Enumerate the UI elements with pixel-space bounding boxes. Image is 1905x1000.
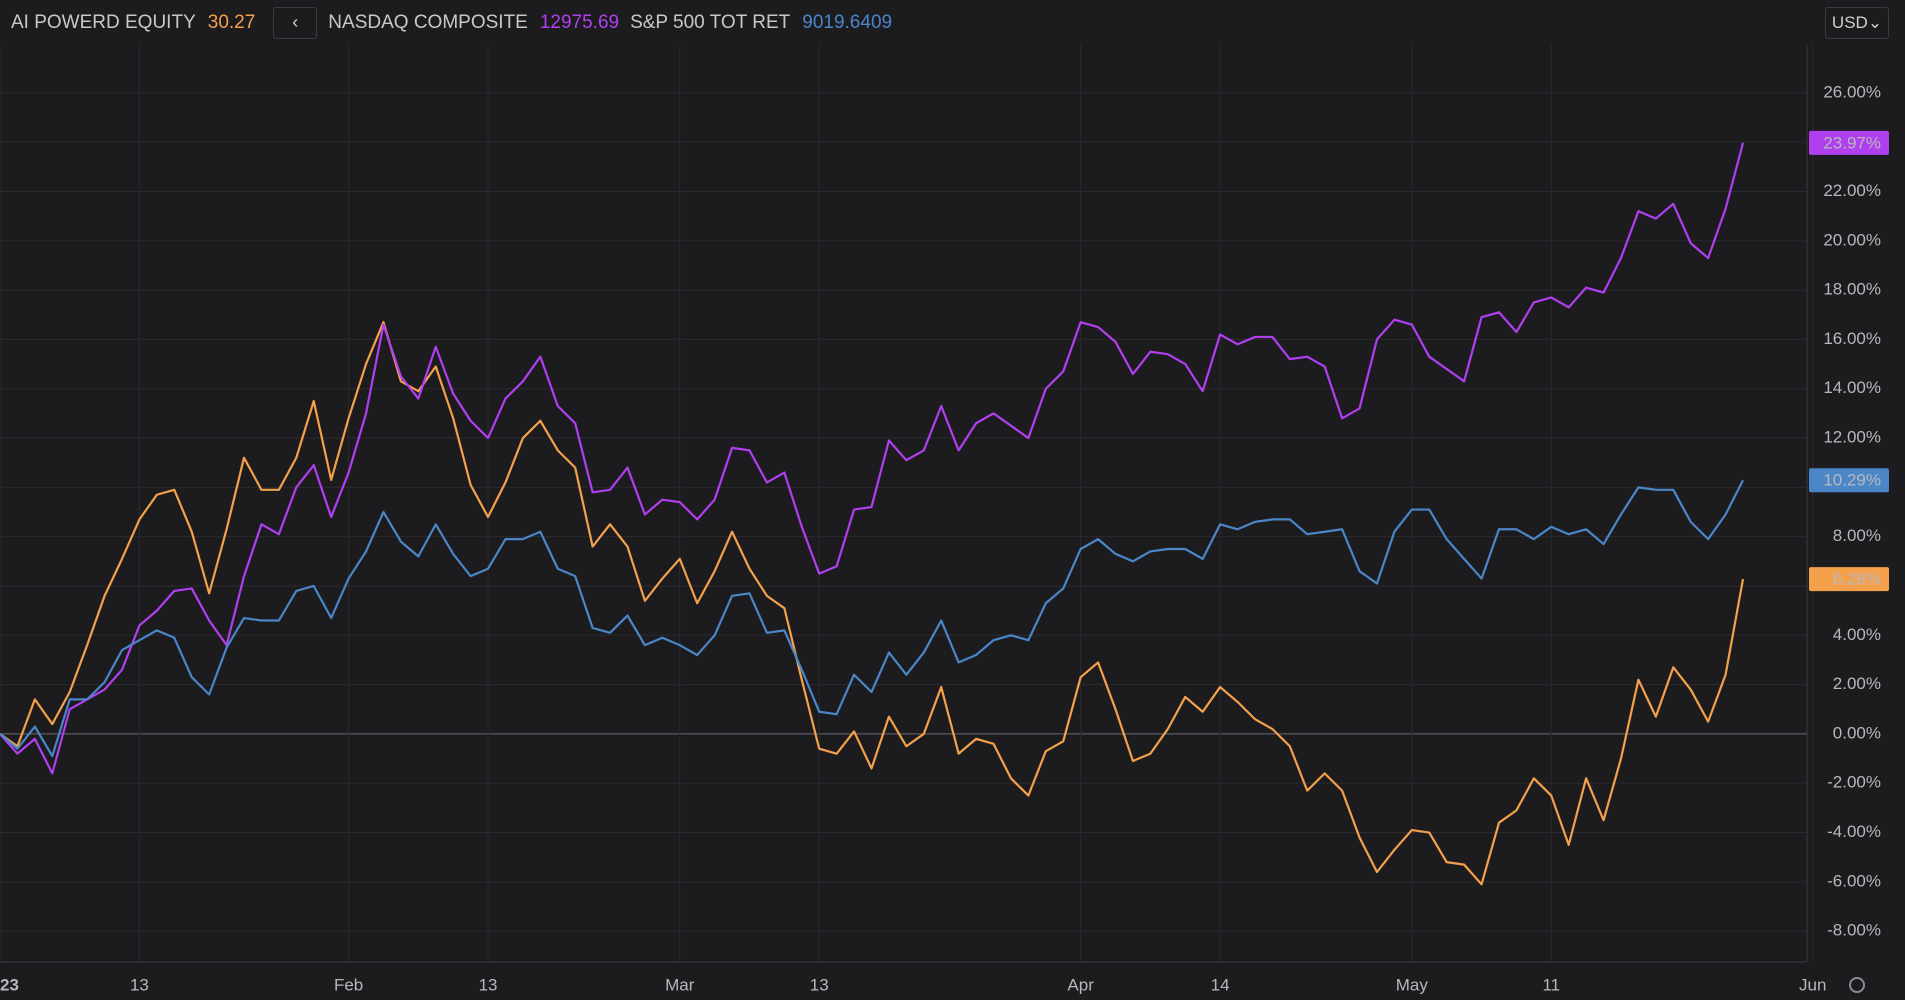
- x-tick-label: 13: [810, 975, 829, 994]
- y-tick-label: 12.00%: [1823, 428, 1881, 447]
- y-tick-label: -8.00%: [1827, 921, 1881, 940]
- last-value-label: 10.29%: [1823, 471, 1881, 490]
- y-tick-label: 2.00%: [1833, 674, 1881, 693]
- x-tick-label: 11: [1542, 975, 1560, 994]
- last-value-badge: [1809, 567, 1889, 592]
- y-tick-label: 18.00%: [1823, 280, 1881, 299]
- y-tick-label: -6.00%: [1827, 871, 1881, 890]
- last-value-label: 6.28%: [1833, 570, 1881, 589]
- last-value-badge: [1809, 468, 1889, 493]
- series-line: [0, 321, 1745, 886]
- back-button[interactable]: ‹: [273, 6, 318, 39]
- currency-label: USD: [1831, 13, 1868, 32]
- y-tick-label: 4.00%: [1833, 625, 1881, 644]
- y-tick-label: 16.00%: [1823, 329, 1881, 348]
- last-value-badge: [1809, 130, 1889, 155]
- x-tick-label: 13: [130, 975, 149, 994]
- x-tick-label: 14: [1211, 975, 1230, 994]
- legend-price: 12975.69: [539, 11, 620, 33]
- x-tick-label: Mar: [665, 975, 695, 994]
- y-tick-label: 0.00%: [1833, 723, 1881, 742]
- y-tick-label: 14.00%: [1823, 378, 1881, 397]
- legend-name: NASDAQ COMPOSITE: [328, 11, 528, 33]
- legend-name: AI POWERD EQUITY: [11, 11, 196, 33]
- x-tick-label: 13: [479, 975, 498, 994]
- currency-select[interactable]: USD ⌄: [1825, 7, 1889, 39]
- legend-price: 30.27: [207, 11, 256, 33]
- x-tick-label: May: [1396, 975, 1429, 994]
- series-line: [0, 142, 1745, 775]
- legend: AI POWERD EQUITY 30.27 ‹ NASDAQ COMPOSITE 12…: [0, 0, 892, 45]
- legend-name: S&P 500 TOT RET: [630, 11, 791, 33]
- x-tick-label: 2023: [0, 975, 19, 994]
- x-tick-label: Apr: [1067, 975, 1094, 994]
- y-tick-label: 20.00%: [1823, 230, 1881, 249]
- last-value-label: 23.97%: [1823, 133, 1881, 152]
- y-tick-label: -4.00%: [1827, 822, 1881, 841]
- x-tick-label: Jun: [1799, 975, 1826, 994]
- y-tick-label: 8.00%: [1833, 526, 1881, 545]
- plot-area: [0, 142, 1745, 886]
- legend-price: 9019.6409: [802, 11, 893, 33]
- settings-icon[interactable]: [1849, 977, 1865, 993]
- series-line: [0, 479, 1744, 758]
- x-tick-label: Feb: [334, 975, 363, 994]
- y-tick-label: -2.00%: [1827, 773, 1881, 792]
- y-tick-label: 26.00%: [1823, 82, 1881, 101]
- y-tick-label: 22.00%: [1823, 181, 1881, 200]
